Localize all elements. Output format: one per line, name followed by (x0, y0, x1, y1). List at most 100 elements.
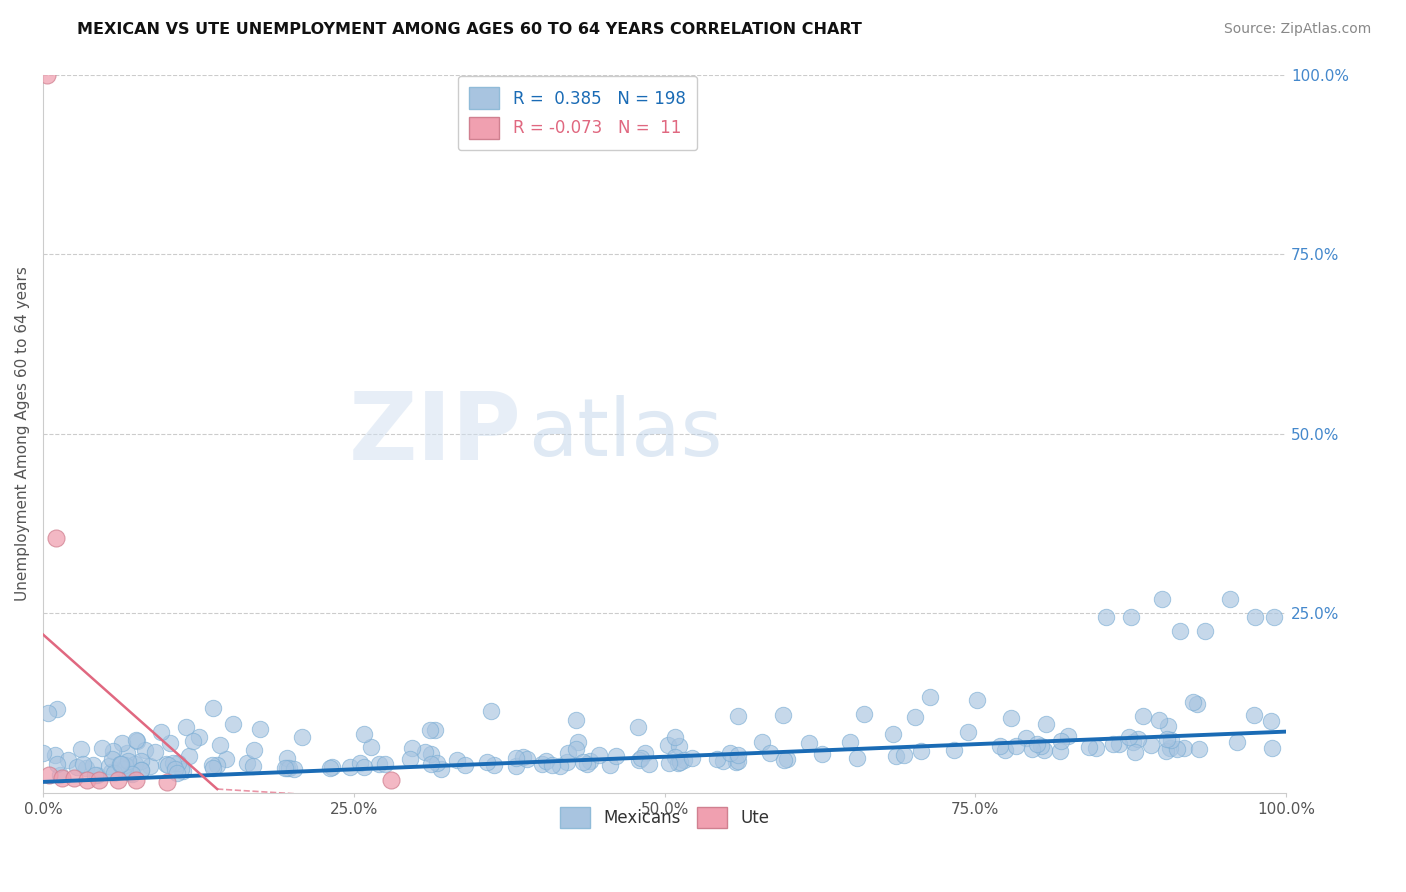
Point (139, 759, 162, 773)
Point (727, 748, 749, 763)
Point (170, 762, 193, 776)
Point (638, 757, 661, 772)
Point (1094, 609, 1116, 624)
Point (505, 758, 527, 772)
Point (1140, 739, 1163, 753)
Point (120, 766, 142, 780)
Point (162, 756, 184, 770)
Point (1160, 733, 1182, 747)
Point (360, 739, 382, 754)
Point (44, 748, 66, 763)
Point (172, 764, 194, 778)
Point (1035, 716, 1057, 731)
Point (1125, 745, 1147, 759)
Point (177, 748, 200, 763)
Point (772, 707, 794, 722)
Point (1159, 741, 1181, 756)
Point (988, 739, 1011, 754)
Point (942, 742, 965, 756)
Point (1000, 711, 1022, 725)
Point (35, 68, 58, 82)
Point (420, 756, 443, 771)
Point (628, 753, 651, 767)
Text: Source: ZipAtlas.com: Source: ZipAtlas.com (1223, 22, 1371, 37)
Point (339, 759, 361, 773)
Point (718, 746, 741, 760)
Point (32, 746, 55, 760)
Point (201, 758, 224, 772)
Point (114, 757, 136, 772)
Point (727, 754, 749, 768)
Point (994, 743, 1017, 757)
Point (579, 754, 602, 768)
Point (575, 757, 598, 772)
Point (66, 760, 89, 774)
Point (630, 751, 652, 765)
Point (1031, 739, 1053, 753)
Text: MEXICAN VS UTE UNEMPLOYMENT AMONG AGES 60 TO 64 YEARS CORRELATION CHART: MEXICAN VS UTE UNEMPLOYMENT AMONG AGES 6… (77, 22, 862, 37)
Point (276, 761, 298, 775)
Point (668, 739, 690, 753)
Point (156, 775, 179, 789)
Point (918, 690, 941, 704)
Point (1182, 695, 1205, 709)
Point (111, 736, 134, 750)
Point (839, 735, 862, 749)
Point (446, 753, 468, 767)
Point (72, 756, 94, 771)
Point (101, 752, 124, 766)
Point (1077, 740, 1099, 755)
Point (1219, 591, 1241, 606)
Point (103, 766, 125, 780)
Point (1049, 734, 1071, 748)
Point (530, 757, 553, 772)
Point (956, 725, 979, 739)
Point (1150, 591, 1173, 606)
Point (1101, 737, 1123, 751)
Point (910, 744, 932, 758)
Point (321, 760, 343, 774)
Point (156, 757, 179, 772)
Point (477, 755, 499, 769)
Point (853, 707, 876, 722)
Point (758, 746, 780, 760)
Point (134, 742, 156, 756)
Point (45, 756, 67, 771)
Point (966, 692, 988, 706)
Point (90, 741, 112, 756)
Point (56, 754, 79, 768)
Point (63, 772, 86, 786)
Point (1166, 741, 1188, 756)
Point (419, 723, 441, 738)
Point (727, 708, 749, 723)
Point (222, 716, 245, 731)
Point (374, 756, 396, 771)
Point (773, 753, 796, 767)
Point (1132, 709, 1154, 723)
Point (155, 757, 177, 772)
Point (76, 772, 98, 787)
Point (751, 735, 773, 749)
Point (117, 755, 139, 769)
Point (1154, 744, 1177, 758)
Point (657, 738, 679, 752)
Point (557, 746, 579, 760)
Point (706, 751, 728, 765)
Point (550, 758, 572, 772)
Point (882, 727, 904, 741)
Point (201, 701, 224, 715)
Point (627, 720, 650, 734)
Point (1118, 731, 1140, 745)
Point (75, 761, 97, 775)
Point (125, 733, 148, 747)
Point (565, 742, 588, 756)
Point (242, 743, 264, 757)
Point (117, 746, 139, 760)
Point (101, 744, 124, 758)
Point (1026, 737, 1049, 751)
Point (673, 753, 696, 767)
Point (664, 750, 686, 764)
Point (1244, 609, 1267, 624)
Point (143, 746, 166, 760)
Point (1126, 731, 1149, 746)
